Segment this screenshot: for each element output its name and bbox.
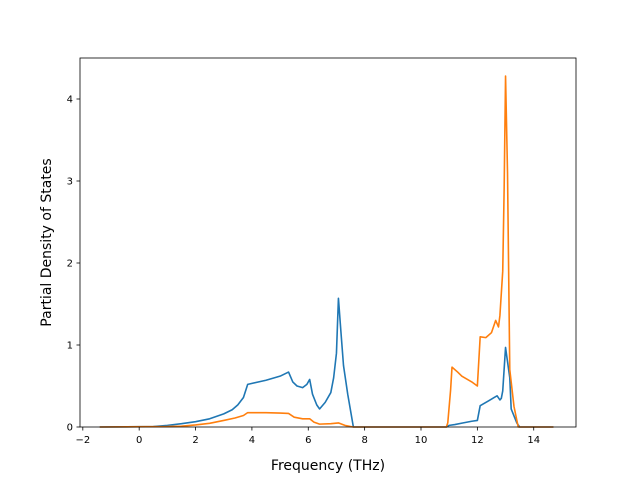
y-tick-label: 2 xyxy=(67,259,73,270)
x-tick-label: 4 xyxy=(249,435,255,446)
x-tick-label: 6 xyxy=(305,435,311,446)
x-tick-label: 0 xyxy=(136,435,142,446)
x-tick-label: −2 xyxy=(75,435,90,446)
x-tick-label: 8 xyxy=(361,435,367,446)
series-line-1 xyxy=(99,297,554,428)
y-tick-label: 4 xyxy=(67,95,73,106)
plot-frame xyxy=(79,57,577,428)
x-tick-label: 12 xyxy=(471,435,484,446)
y-tick-label: 1 xyxy=(67,341,73,352)
x-tick-label: 14 xyxy=(527,435,540,446)
y-axis-label: Partial Density of States xyxy=(39,158,55,326)
y-tick-label: 3 xyxy=(67,177,73,188)
y-tick-label: 0 xyxy=(67,423,73,434)
x-tick-label: 2 xyxy=(192,435,198,446)
x-tick-label: 10 xyxy=(415,435,428,446)
x-axis-label: Frequency (THz) xyxy=(271,458,385,474)
